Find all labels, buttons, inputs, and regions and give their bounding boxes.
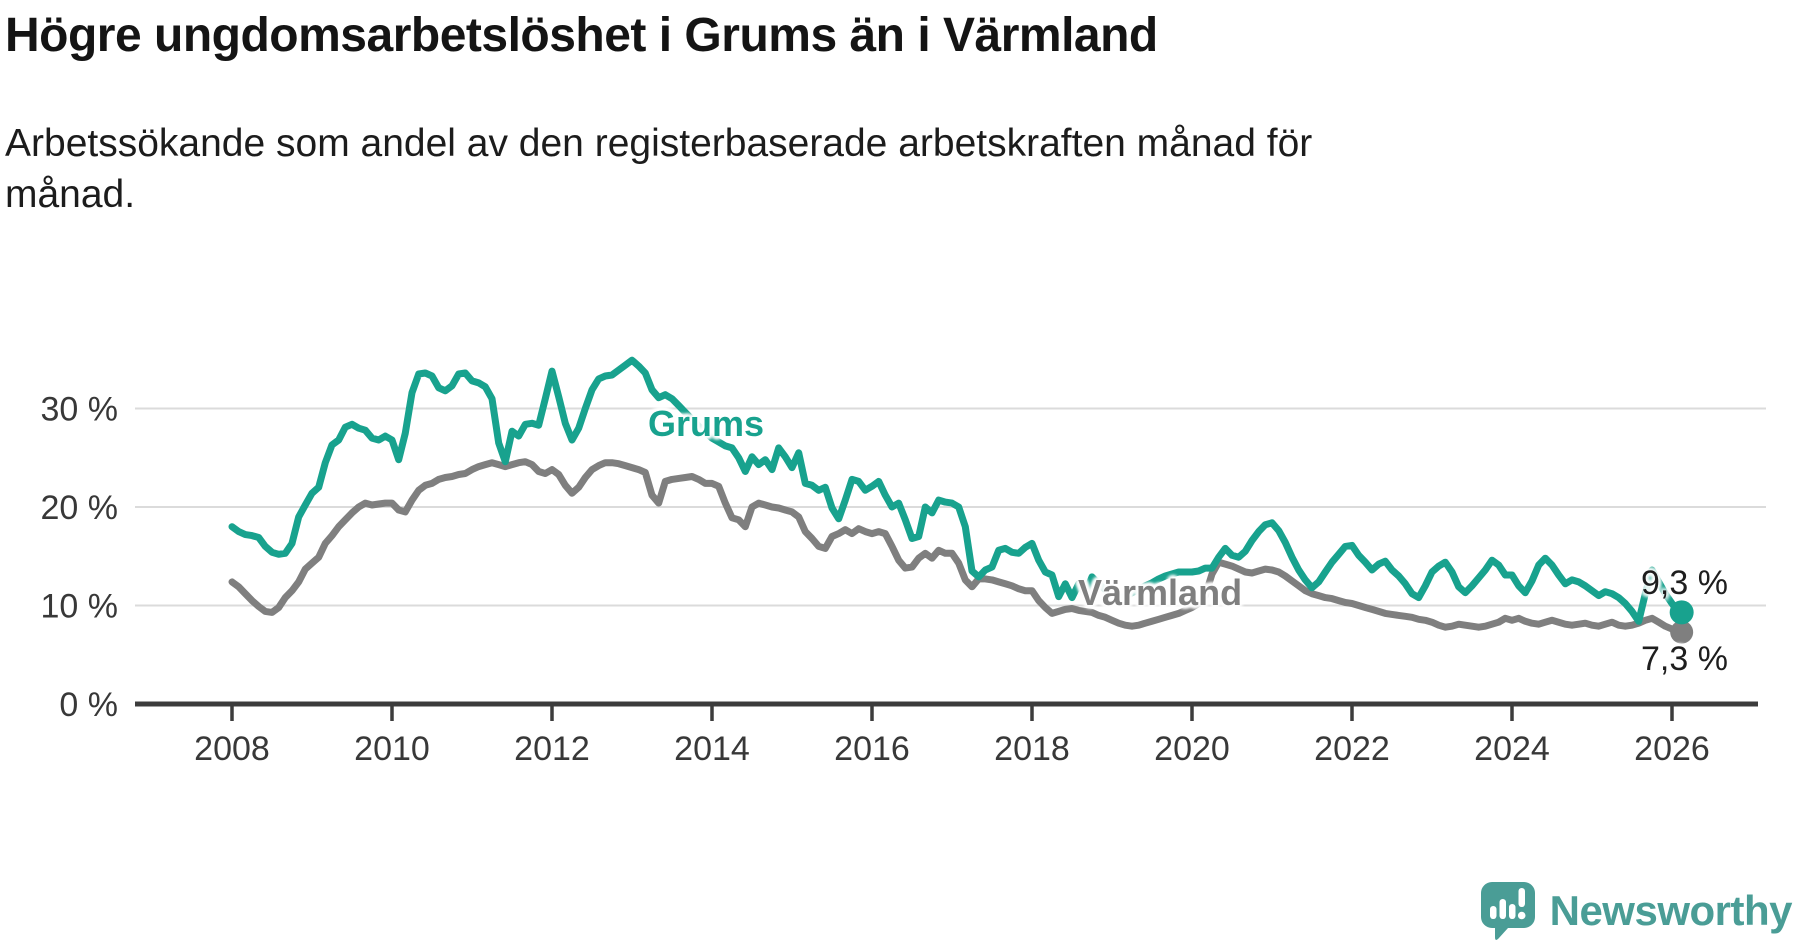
page-title: Högre ungdomsarbetslöshet i Grums än i V… xyxy=(5,9,1158,62)
chart-subtitle: Arbetssökande som andel av den registerb… xyxy=(5,118,1505,221)
x-tick-label: 2010 xyxy=(354,730,430,768)
newsworthy-logo-icon xyxy=(1480,882,1535,940)
y-tick-label: 30 % xyxy=(41,391,119,429)
x-tick-label: 2012 xyxy=(514,730,590,768)
x-tick-label: 2022 xyxy=(1314,730,1390,768)
x-tick-label: 2016 xyxy=(834,730,910,768)
chart-subtitle-line1: Arbetssökande som andel av den registerb… xyxy=(5,122,1313,165)
series-label-varmland: Värmland xyxy=(1078,572,1243,613)
end-value-varmland: 7,3 % xyxy=(1641,640,1728,678)
x-tick-label: 2014 xyxy=(674,730,750,768)
chart-subtitle-line2: månad. xyxy=(5,173,136,217)
y-tick-label: 10 % xyxy=(41,588,119,626)
x-tick-label: 2018 xyxy=(994,730,1070,768)
x-tick-label: 2024 xyxy=(1474,730,1550,768)
newsworthy-brand: Newsworthy xyxy=(1478,880,1793,942)
line-grums xyxy=(228,356,1683,625)
newsworthy-brand-text: Newsworthy xyxy=(1549,887,1793,934)
end-dot-grums xyxy=(1669,600,1694,625)
x-tick-label: 2026 xyxy=(1634,730,1710,768)
y-tick-label: 0 % xyxy=(59,686,118,724)
x-tick-label: 2020 xyxy=(1154,730,1230,768)
series-label-grums: Grums xyxy=(648,403,765,444)
line-värmland xyxy=(228,458,1683,636)
x-tick-label: 2008 xyxy=(194,730,270,768)
y-tick-label: 20 % xyxy=(41,489,119,527)
end-dot-värmland xyxy=(1670,620,1694,644)
end-value-grums: 9,3 % xyxy=(1641,564,1728,602)
